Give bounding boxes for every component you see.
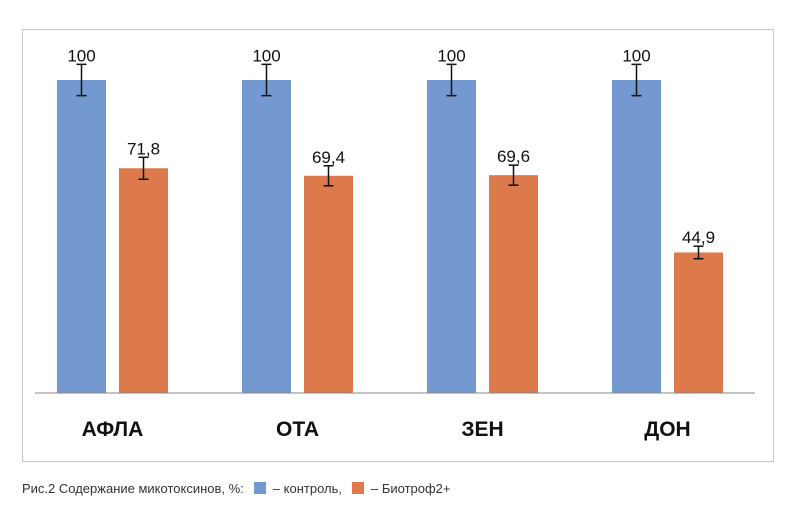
error-bar-treatment-3 [508,164,519,186]
bar-chart: 100 71,8 АФЛА 100 69,4 ОТА 100 69,6 ЗЕН 100 44,9 ДО… [35,46,755,441]
value-label-control-1: 100 [67,46,95,65]
error-bar-control-1 [76,63,87,97]
value-label-treatment-1: 71,8 [127,139,160,158]
bar-control-4 [612,80,661,393]
value-label-treatment-4: 44,9 [682,228,715,247]
legend-label-control: – контроль, [272,480,342,496]
error-bar-control-2 [261,63,272,97]
value-label-treatment-2: 69,4 [312,148,345,167]
value-label-control-3: 100 [437,46,465,65]
category-label-2: ОТА [276,418,319,441]
category-label-4: ДОН [644,418,690,441]
bar-control-1 [57,80,106,393]
bar-treatment-4 [674,252,723,393]
value-label-treatment-3: 69,6 [497,147,530,166]
bar-control-3 [427,80,476,393]
bar-treatment-2 [304,175,353,393]
value-label-control-2: 100 [252,46,280,65]
figure-caption: Рис.2 Содержание микотоксинов, %: – конт… [22,478,451,498]
error-bar-control-4 [631,63,642,97]
legend-swatch-treatment [351,482,364,494]
error-bar-treatment-2 [323,165,334,187]
legend-label-treatment: – Биотроф2+ [370,480,451,496]
legend-swatch-control [253,482,266,494]
error-bar-treatment-4 [693,245,704,260]
error-bar-treatment-1 [138,156,149,180]
bar-treatment-3 [489,175,538,393]
caption-text: Рис.2 Содержание микотоксинов, %: [22,480,244,496]
bar-treatment-1 [119,168,168,393]
category-label-1: АФЛА [82,418,144,441]
bar-control-2 [242,80,291,393]
value-label-control-4: 100 [622,46,650,65]
error-bar-control-3 [446,63,457,97]
category-label-3: ЗЕН [461,418,503,441]
